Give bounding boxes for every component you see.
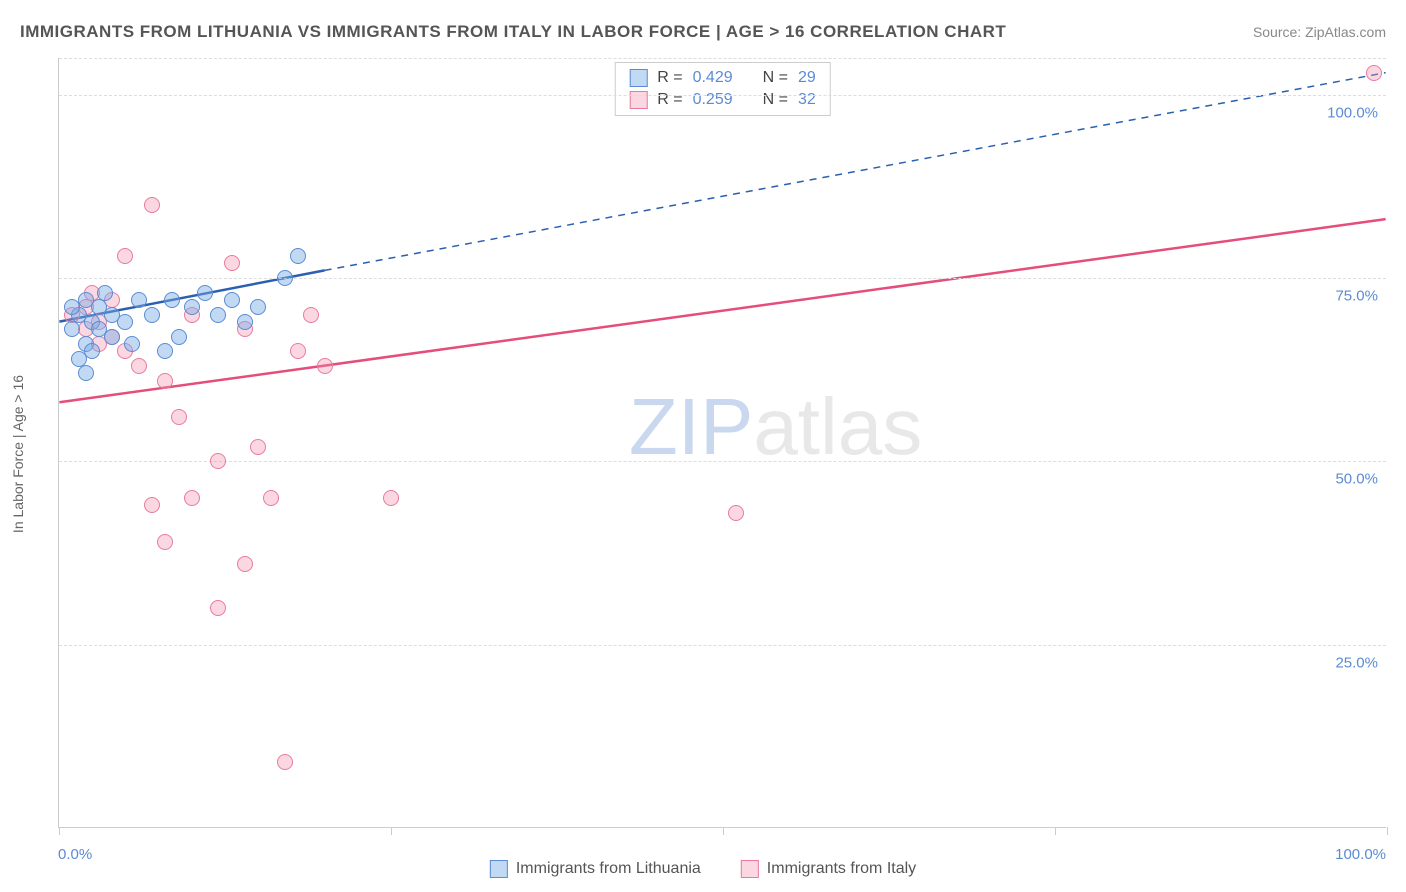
watermark-atlas: atlas (753, 382, 922, 471)
stats-n-label: N = (763, 69, 788, 87)
data-point-lithuania (184, 299, 200, 315)
data-point-lithuania (290, 248, 306, 264)
stats-row-lithuania: R = 0.429 N = 29 (629, 67, 816, 89)
y-tick-label: 75.0% (1335, 288, 1378, 305)
x-tick (1387, 827, 1388, 835)
stats-row-italy: R = 0.259 N = 32 (629, 89, 816, 111)
data-point-lithuania (197, 285, 213, 301)
data-point-italy (277, 754, 293, 770)
y-tick-label: 25.0% (1335, 654, 1378, 671)
data-point-italy (184, 490, 200, 506)
data-point-lithuania (164, 292, 180, 308)
x-tick (1055, 827, 1056, 835)
data-point-lithuania (157, 343, 173, 359)
data-point-italy (157, 373, 173, 389)
swatch-lithuania (490, 860, 508, 878)
data-point-lithuania (84, 343, 100, 359)
data-point-italy (224, 255, 240, 271)
stats-r-label: R = (657, 69, 682, 87)
data-point-lithuania (131, 292, 147, 308)
data-point-italy (144, 497, 160, 513)
data-point-italy (117, 248, 133, 264)
chart-container: IMMIGRANTS FROM LITHUANIA VS IMMIGRANTS … (0, 0, 1406, 892)
data-point-lithuania (224, 292, 240, 308)
data-point-italy (290, 343, 306, 359)
data-point-italy (1366, 65, 1382, 81)
chart-title: IMMIGRANTS FROM LITHUANIA VS IMMIGRANTS … (20, 22, 1006, 42)
stats-legend-box: R = 0.429 N = 29 R = 0.259 N = 32 (614, 62, 831, 116)
x-tick-label: 0.0% (58, 846, 92, 863)
legend-item-lithuania: Immigrants from Lithuania (490, 860, 701, 878)
data-point-italy (250, 439, 266, 455)
gridline-h (59, 278, 1386, 279)
y-tick-label: 50.0% (1335, 471, 1378, 488)
swatch-lithuania (629, 69, 647, 87)
legend-label-italy: Immigrants from Italy (767, 860, 916, 878)
data-point-lithuania (171, 329, 187, 345)
data-point-lithuania (250, 299, 266, 315)
stats-n-lithuania: 29 (798, 69, 816, 87)
data-point-lithuania (210, 307, 226, 323)
data-point-italy (171, 409, 187, 425)
legend-item-italy: Immigrants from Italy (741, 860, 916, 878)
data-point-italy (263, 490, 279, 506)
data-point-italy (237, 556, 253, 572)
stats-r-lithuania: 0.429 (693, 69, 733, 87)
swatch-italy (741, 860, 759, 878)
data-point-lithuania (277, 270, 293, 286)
y-tick-label: 100.0% (1327, 104, 1378, 121)
data-point-italy (317, 358, 333, 374)
x-tick (391, 827, 392, 835)
data-point-italy (210, 600, 226, 616)
y-axis-label: In Labor Force | Age > 16 (10, 375, 26, 533)
data-point-lithuania (237, 314, 253, 330)
data-point-lithuania (97, 285, 113, 301)
data-point-italy (131, 358, 147, 374)
data-point-lithuania (144, 307, 160, 323)
data-point-lithuania (64, 321, 80, 337)
watermark: ZIPatlas (629, 381, 922, 473)
x-tick (59, 827, 60, 835)
data-point-italy (728, 505, 744, 521)
x-tick (723, 827, 724, 835)
data-point-lithuania (64, 299, 80, 315)
plot-area: ZIPatlas R = 0.429 N = 29 R = 0.259 N = … (58, 58, 1386, 828)
legend-label-lithuania: Immigrants from Lithuania (516, 860, 701, 878)
watermark-zip: ZIP (629, 382, 753, 471)
data-point-italy (144, 197, 160, 213)
data-point-italy (157, 534, 173, 550)
data-point-italy (303, 307, 319, 323)
source-label: Source: ZipAtlas.com (1253, 24, 1386, 40)
bottom-legend: Immigrants from Lithuania Immigrants fro… (490, 860, 916, 878)
data-point-italy (383, 490, 399, 506)
data-point-italy (210, 453, 226, 469)
gridline-h (59, 95, 1386, 96)
data-point-lithuania (117, 314, 133, 330)
data-point-lithuania (124, 336, 140, 352)
x-tick-label: 100.0% (1335, 846, 1386, 863)
gridline-h (59, 461, 1386, 462)
gridline-h (59, 58, 1386, 59)
data-point-lithuania (78, 365, 94, 381)
gridline-h (59, 645, 1386, 646)
data-point-lithuania (91, 321, 107, 337)
